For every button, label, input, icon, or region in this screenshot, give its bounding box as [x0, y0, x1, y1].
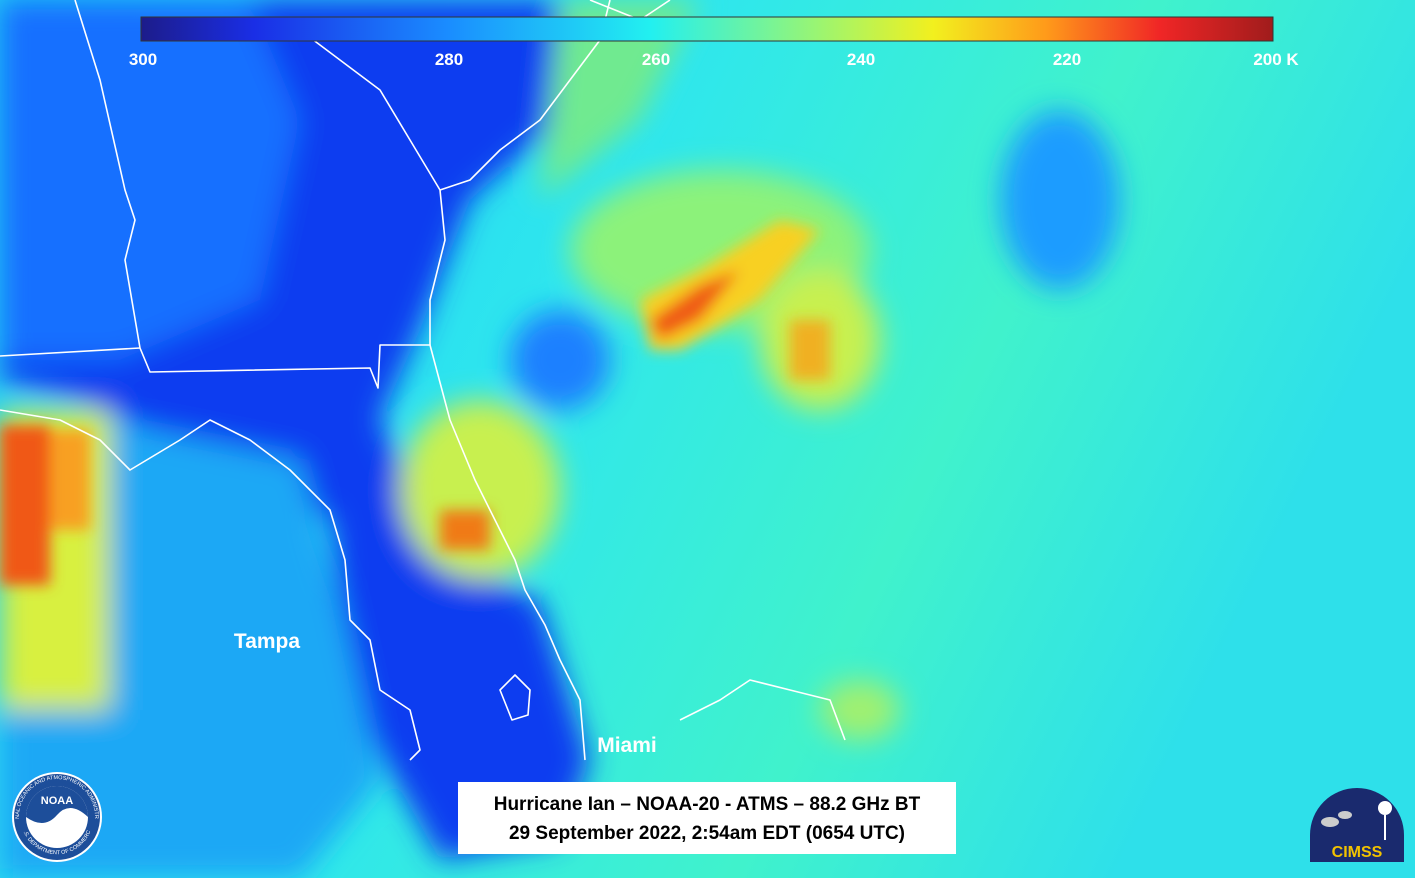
colorbar-label: 200 K: [1253, 50, 1299, 69]
cimss-text: CIMSS: [1332, 844, 1383, 861]
caption-box: [458, 782, 956, 854]
colorbar-label: 280: [435, 50, 463, 69]
colorbar-label: 220: [1053, 50, 1081, 69]
noaa-text: NOAA: [41, 795, 73, 807]
city-label: Miami: [597, 734, 657, 757]
cold-cores: [0, 220, 830, 585]
caption-line: Hurricane Ian – NOAA-20 - ATMS – 88.2 GH…: [494, 794, 921, 815]
caption-line: 29 September 2022, 2:54am EDT (0654 UTC): [509, 823, 905, 844]
city-label: Tampa: [234, 630, 300, 653]
colorbar-label: 240: [847, 50, 875, 69]
cimss-logo: CIMSS: [1310, 788, 1404, 862]
colorbar-label: 300: [129, 50, 157, 69]
colorbar: [140, 16, 1274, 42]
colorbar-label: 260: [642, 50, 670, 69]
